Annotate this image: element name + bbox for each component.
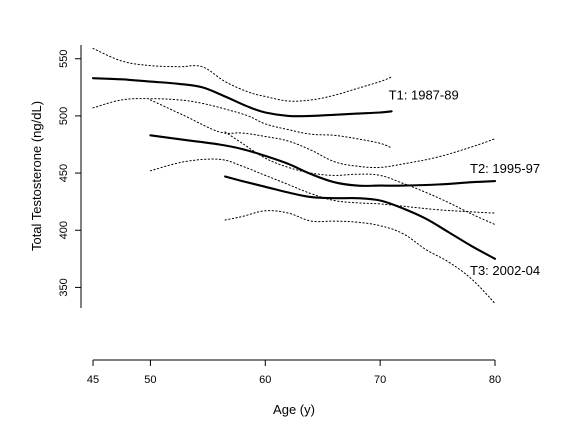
x-axis-title: Age (y) bbox=[273, 402, 315, 417]
series-2-line bbox=[149, 134, 497, 187]
y-tick-label: 450 bbox=[58, 164, 70, 182]
x-tick-label: 60 bbox=[259, 374, 271, 386]
plot-area bbox=[91, 47, 497, 304]
x-tick-label: 50 bbox=[144, 374, 156, 386]
y-tick-label: 350 bbox=[58, 278, 70, 296]
y-axis-title: Total Testosterone (ng/dL) bbox=[29, 101, 44, 251]
series-3-line bbox=[224, 175, 497, 260]
series-3-upper-ci bbox=[224, 131, 496, 225]
series-3-lower-ci bbox=[224, 210, 496, 304]
series-1-lower-ci bbox=[92, 98, 393, 149]
x-axis-ticks: 45 50 60 70 80 bbox=[87, 360, 501, 386]
series-2-label: T2: 1995-97 bbox=[470, 161, 540, 176]
x-tick-label: 70 bbox=[374, 374, 386, 386]
y-axis-ticks: 350 400 450 500 550 bbox=[58, 50, 81, 297]
series-2-upper-ci bbox=[149, 99, 496, 169]
series-1-line bbox=[91, 77, 393, 118]
y-tick-label: 400 bbox=[58, 221, 70, 239]
series-3-label: T3: 2002-04 bbox=[470, 263, 540, 278]
x-tick-label: 80 bbox=[489, 374, 501, 386]
series-labels: T1: 1987-89 T2: 1995-97 T3: 2002-04 bbox=[389, 87, 541, 277]
y-tick-label: 500 bbox=[58, 107, 70, 125]
series-1-upper-ci bbox=[92, 47, 393, 102]
x-tick-label: 45 bbox=[87, 374, 99, 386]
series-1-label: T1: 1987-89 bbox=[389, 87, 459, 102]
series-2-lower-ci bbox=[149, 158, 496, 214]
y-tick-label: 550 bbox=[58, 50, 70, 68]
